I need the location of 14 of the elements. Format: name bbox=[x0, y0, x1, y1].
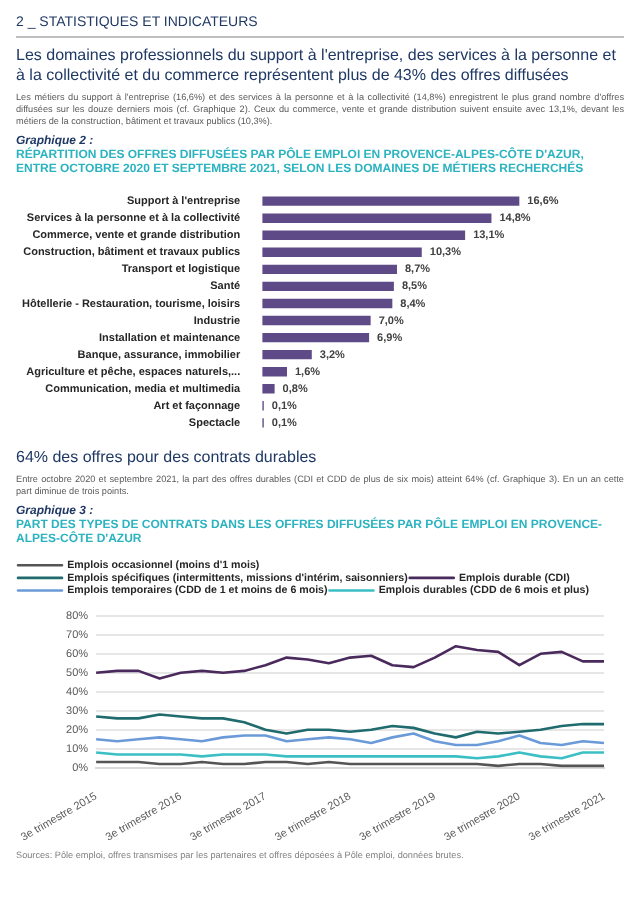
bar bbox=[262, 349, 312, 360]
bar bbox=[262, 366, 287, 377]
bar bbox=[262, 213, 492, 223]
bar bbox=[262, 230, 466, 240]
text: 64% des offres pour des contrats durables bbox=[16, 447, 319, 468]
bar bbox=[262, 383, 275, 394]
text: Les domaines professionnels du support à l'entreprise, des services à la personne et à la collectivité et du commerce représentent plus de 43% des offres diffusées bbox=[16, 46, 618, 86]
bar bbox=[262, 247, 422, 257]
bar bbox=[262, 315, 371, 326]
bar bbox=[262, 298, 393, 308]
bar bbox=[262, 264, 397, 274]
bar bbox=[262, 281, 394, 291]
bar bbox=[262, 196, 520, 206]
bar bbox=[262, 332, 370, 343]
